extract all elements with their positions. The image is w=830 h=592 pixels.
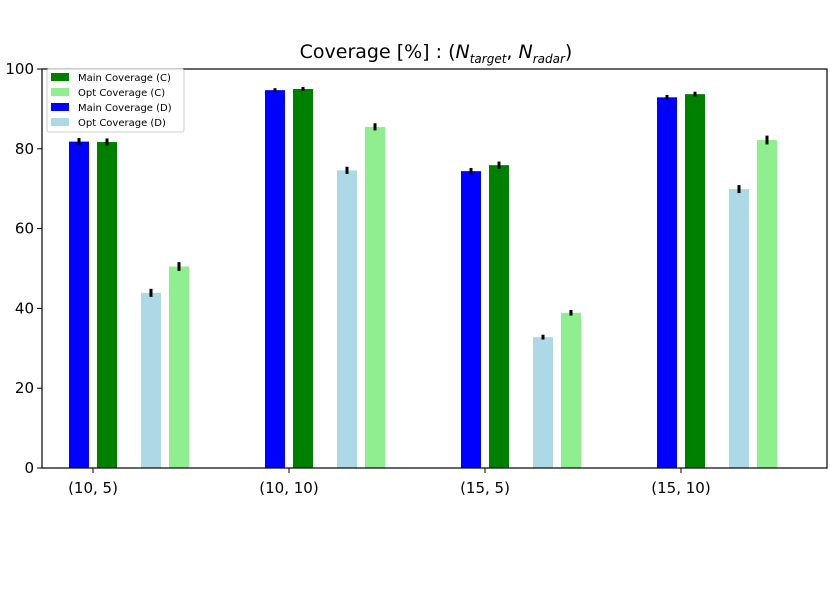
y-tick-label: 20 <box>15 379 34 397</box>
legend-swatch <box>51 103 69 111</box>
bar <box>533 337 553 468</box>
bar <box>293 88 313 468</box>
bar <box>461 171 481 469</box>
legend-swatch <box>51 88 69 96</box>
legend-swatch <box>51 73 69 81</box>
y-tick-label: 60 <box>15 220 34 238</box>
bar <box>657 97 677 468</box>
legend-box <box>46 68 185 133</box>
bar <box>69 141 89 469</box>
error-bars-layer <box>77 86 769 340</box>
bar <box>561 312 581 468</box>
y-axis: 0 20 40 60 80 100 <box>5 60 42 477</box>
x-tick-label: (10, 10) <box>259 479 318 497</box>
bar <box>489 165 509 468</box>
x-tick-label: (10, 5) <box>68 479 118 497</box>
y-tick-label: 80 <box>15 140 34 158</box>
bar <box>265 90 285 468</box>
plot-frame <box>41 68 828 469</box>
legend-label: Opt Coverage (C) <box>78 88 165 99</box>
y-tick-label: 40 <box>15 299 34 317</box>
bar <box>337 170 357 468</box>
x-axis: (10, 5) (10, 10) (15, 5) (15, 10) <box>68 468 711 497</box>
bar <box>729 189 749 468</box>
legend-label: Main Coverage (D) <box>78 103 172 114</box>
bar <box>685 94 705 469</box>
bar <box>141 292 161 468</box>
chart-title: Coverage [%] : (Ntarget, Nradar) <box>300 41 573 66</box>
bar <box>97 142 117 468</box>
y-tick-label: 100 <box>5 60 34 78</box>
legend: Main Coverage (C) Opt Coverage (C) Main Co… <box>46 68 185 133</box>
x-tick-label: (15, 10) <box>651 479 710 497</box>
bar <box>169 266 189 468</box>
legend-label: Main Coverage (C) <box>78 73 171 84</box>
bars-layer <box>69 88 777 469</box>
bar <box>365 126 385 468</box>
bar <box>757 140 777 468</box>
legend-swatch <box>51 118 69 126</box>
y-tick-label: 0 <box>24 459 34 477</box>
legend-label: Opt Coverage (D) <box>78 118 166 129</box>
x-tick-label: (15, 5) <box>460 479 510 497</box>
